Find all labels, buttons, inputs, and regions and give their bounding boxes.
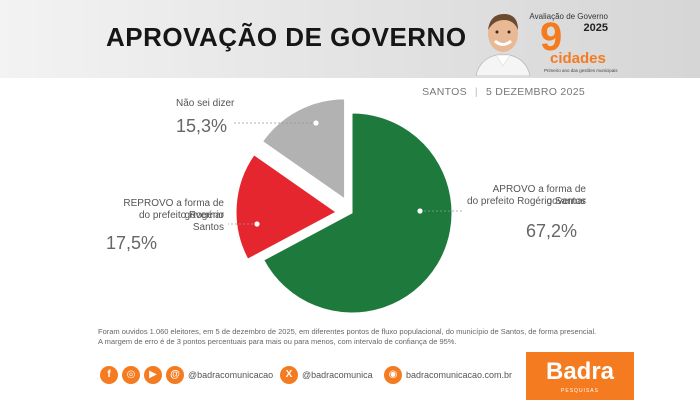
badge-subtitle: Primeiro ano das gestões municipais <box>544 68 618 73</box>
social-handle-2[interactable]: @badracomunica <box>302 370 373 380</box>
pie-slice-unsure <box>261 98 346 200</box>
badge-word: cidades <box>550 50 606 67</box>
badge-year: 2025 <box>583 22 608 34</box>
unsure-label: Não sei dizer <box>176 98 235 109</box>
footnote: Foram ouvidos 1.060 eleitores, em 5 de d… <box>98 327 596 347</box>
leader-dot <box>417 208 423 214</box>
reject-label-line2: do prefeito Rogério Santos <box>138 210 224 233</box>
social-handle-1[interactable]: @badracomunicacao <box>188 370 274 380</box>
approve-label-line1: APROVO a forma de governar <box>492 184 586 207</box>
brand-subtitle: PESQUISAS <box>561 388 599 394</box>
meta-city: SANTOS <box>422 86 467 98</box>
header: APROVAÇÃO DE GOVERNO Avaliação de Govern… <box>0 0 700 78</box>
website-link[interactable]: badracomunicacao.com.br <box>406 370 513 380</box>
header-band <box>0 0 700 78</box>
web-icon[interactable]: ◉ <box>384 366 402 384</box>
reject-label-line1: REPROVO a forma de governar <box>123 198 224 221</box>
leader-dot <box>313 120 319 126</box>
instagram-icon[interactable]: ◎ <box>122 366 140 384</box>
meta-separator: | <box>474 86 478 98</box>
pie-slice-reject <box>235 154 337 260</box>
leader-dot <box>254 221 260 227</box>
pie-slice-approve <box>263 112 453 314</box>
badge-top-text: Avaliação de Governo <box>529 12 608 21</box>
threads-icon[interactable]: @ <box>166 366 184 384</box>
facebook-icon[interactable]: f <box>100 366 118 384</box>
unsure-percentage: 15,3% <box>176 116 228 136</box>
meta-line: SANTOS | 5 DEZEMBRO 2025 <box>422 86 585 98</box>
mayor-avatar <box>475 14 531 76</box>
footnote-line1: Foram ouvidos 1.060 eleitores, em 5 de d… <box>98 327 597 336</box>
page-title: APROVAÇÃO DE GOVERNO <box>106 22 467 52</box>
approve-label-line2: do prefeito Rogério Santos <box>467 196 586 207</box>
campaign-badge: Avaliação de Governo 2025 9 cidades Prim… <box>529 8 618 78</box>
youtube-icon[interactable]: ▶ <box>144 366 162 384</box>
approve-percentage: 67,2% <box>526 221 578 241</box>
reject-percentage: 17,5% <box>106 233 158 253</box>
brand-name: Badra <box>545 358 615 385</box>
footnote-line2: A margem de erro é de 3 pontos percentua… <box>98 337 457 346</box>
meta-date: 5 DEZEMBRO 2025 <box>485 86 585 98</box>
x-icon[interactable]: X <box>280 366 298 384</box>
badge-number: 9 <box>540 15 563 59</box>
brand-logo: Badra PESQUISAS <box>526 352 634 400</box>
